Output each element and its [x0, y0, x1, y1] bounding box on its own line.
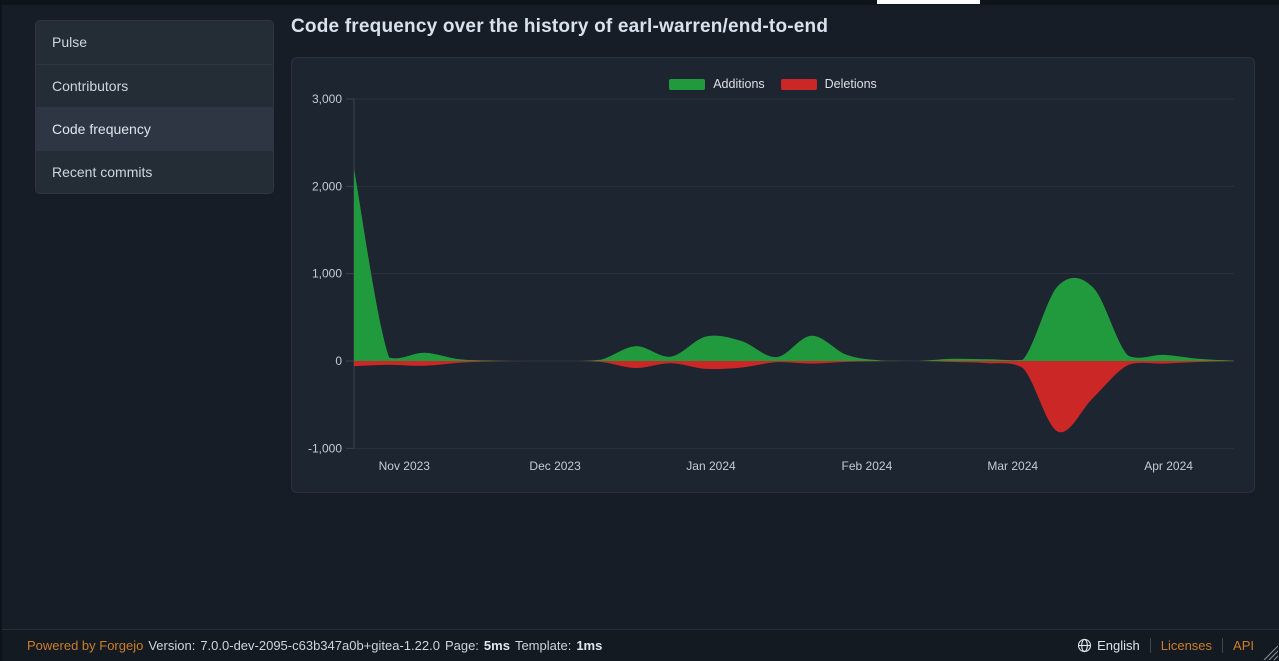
sidebar-item-contributors[interactable]: Contributors: [36, 64, 273, 107]
language-label: English: [1097, 638, 1140, 653]
svg-text:1,000: 1,000: [312, 267, 342, 281]
template-time-label: Template:: [514, 638, 572, 653]
licenses-link[interactable]: Licenses: [1160, 638, 1213, 653]
api-link[interactable]: API: [1233, 638, 1254, 653]
sidebar-item-recent-commits[interactable]: Recent commits: [36, 150, 273, 193]
deletions-swatch-icon: [780, 78, 817, 90]
language-menu-button[interactable]: English: [1077, 638, 1140, 653]
powered-by-forgejo-link[interactable]: Powered by Forgejo: [27, 638, 144, 653]
svg-text:Nov 2023: Nov 2023: [379, 459, 431, 473]
legend-label: Additions: [713, 77, 765, 91]
footer-separator: [1222, 638, 1224, 653]
sidebar-item-code-frequency[interactable]: Code frequency: [36, 107, 273, 150]
footer-separator: [1149, 638, 1151, 653]
version-label: Version:: [148, 638, 196, 653]
legend-item-additions[interactable]: Additions: [669, 77, 765, 91]
version-value: 7.0.0-dev-2095-c63b347a0b+gitea-1.22.0: [200, 638, 440, 653]
footer: Powered by Forgejo Version: 7.0.0-dev-20…: [2, 629, 1279, 661]
page-time-label: Page:: [444, 638, 479, 653]
svg-text:Mar 2024: Mar 2024: [987, 459, 1038, 473]
svg-text:Dec 2023: Dec 2023: [529, 459, 581, 473]
legend-item-deletions[interactable]: Deletions: [780, 77, 877, 91]
svg-text:Jan 2024: Jan 2024: [686, 459, 736, 473]
code-frequency-chart: 3,000 2,000 1,000 0 -1,000 Nov 2023 Dec 2023 Ja…: [308, 92, 1234, 473]
svg-text:Feb 2024: Feb 2024: [842, 459, 893, 473]
globe-icon: [1078, 638, 1092, 653]
sidebar-item-pulse[interactable]: Pulse: [52, 34, 88, 50]
page-title: Code frequency over the history of earl-…: [291, 16, 829, 37]
legend-label: Deletions: [824, 77, 877, 91]
activity-sidebar: Pulse Contributors Code frequency Recent…: [35, 20, 274, 194]
template-time-value: 1ms: [576, 638, 603, 653]
code-frequency-chart-card: 3,000 2,000 1,000 0 -1,000 Nov 2023 Dec 2023 Ja…: [291, 57, 1255, 493]
additions-swatch-icon: [669, 78, 706, 90]
active-tab-indicator[interactable]: [877, 0, 980, 4]
svg-text:0: 0: [335, 354, 342, 368]
resize-grip-icon: [1263, 645, 1278, 660]
svg-text:-1,000: -1,000: [308, 441, 342, 455]
page-time-value: 5ms: [483, 638, 510, 653]
svg-text:3,000: 3,000: [312, 92, 342, 106]
footer-info: Powered by Forgejo Version: 7.0.0-dev-20…: [27, 638, 602, 653]
chart-legend: Additions Deletions: [292, 77, 1254, 91]
top-nav-strip: [2, 0, 1279, 5]
footer-links: English Licenses API: [1077, 638, 1254, 653]
svg-text:Apr 2024: Apr 2024: [1144, 459, 1193, 473]
svg-text:2,000: 2,000: [312, 179, 342, 193]
